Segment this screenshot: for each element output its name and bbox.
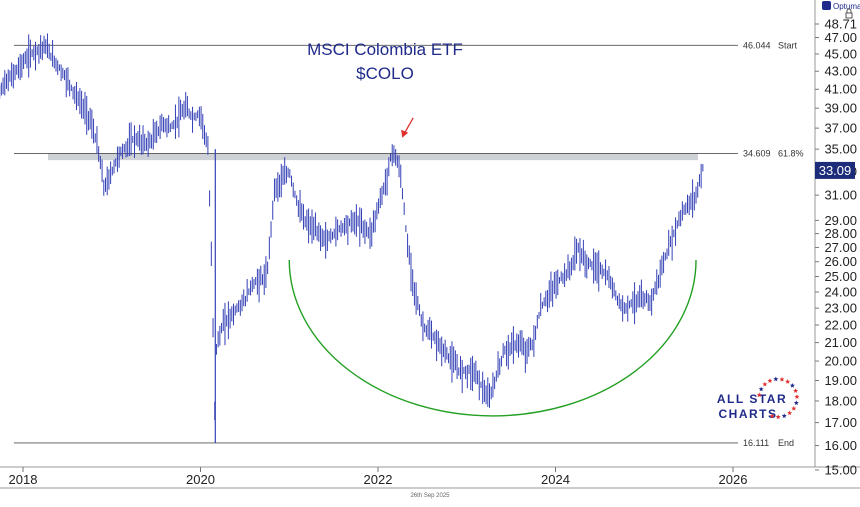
chart-subtitle: $COLO [356, 64, 414, 83]
star-ring-icon [756, 376, 800, 420]
logo-star-icon [793, 400, 799, 406]
last-price-label: 33.09 [819, 163, 852, 178]
y-tick-label: 15.00 [824, 463, 857, 478]
logo-line1: ALL STAR [717, 392, 787, 406]
logo-star-icon [756, 392, 762, 398]
y-tick-label: 45.00 [824, 46, 857, 61]
resistance-zone [48, 153, 698, 161]
logo-star-icon [787, 410, 793, 416]
y-tick-label: 43.00 [824, 64, 857, 79]
level-tag-label: 61.8% [778, 148, 804, 158]
y-tick-label: 26.00 [824, 254, 857, 269]
logo-star-icon [779, 376, 785, 382]
level-price-label: 16.111 [743, 438, 769, 448]
logo-star-icon [785, 379, 791, 384]
logo-line2: CHARTS [719, 407, 778, 421]
annotation-layer [288, 117, 697, 417]
last-price-badge [815, 161, 855, 179]
logo-star-icon [781, 413, 787, 419]
y-tick-label: 25.00 [824, 269, 857, 284]
y-tick-layer: 15.00 16.00 17.00 18.00 19.00 20.00 21.00 22.00… [815, 17, 857, 478]
level-price-label: 46.044 [743, 40, 771, 50]
logo-star-icon [758, 386, 764, 392]
y-tick-label: 29.00 [824, 213, 857, 228]
resistance-zone-layer [48, 153, 698, 161]
red-arrow-head [401, 129, 409, 138]
x-tick-label: 2018 [9, 472, 38, 487]
all-star-charts-logo: ALL STAR CHARTS [717, 376, 800, 421]
y-tick-label: 28.00 [824, 226, 857, 241]
x-tick-layer: 2018 2020 2022 2024 2026 [9, 467, 748, 487]
logo-star-icon [789, 382, 795, 388]
y-tick-label: 22.00 [824, 317, 857, 332]
optuma-logo-icon [822, 1, 831, 10]
y-tick-label: 20.00 [824, 354, 857, 369]
y-tick-label: 37.00 [824, 121, 857, 136]
price-bars-layer [0, 33, 704, 443]
y-tick-label: 23.00 [824, 301, 857, 316]
x-tick-label: 2024 [541, 472, 570, 487]
logo-star-icon [767, 378, 773, 383]
logo-star-icon [794, 394, 800, 399]
lock-icon [845, 12, 853, 19]
vendor-badge: Optuma [833, 2, 860, 11]
y-tick-label: 27.00 [824, 240, 857, 255]
level-tag-label: End [778, 438, 794, 448]
logo-star-icon [791, 405, 797, 411]
y-tick-label: 39.00 [824, 101, 857, 116]
y-tick-label: 17.00 [824, 415, 857, 430]
y-tick-label: 18.00 [824, 393, 857, 408]
x-tick-label: 2022 [364, 472, 393, 487]
y-tick-label: 21.00 [824, 335, 857, 350]
y-tick-label: 47.00 [824, 30, 857, 45]
chart-title: MSCI Colombia ETF [307, 40, 463, 59]
logo-star-icon [769, 413, 775, 419]
level-price-label: 34.609 [743, 148, 771, 158]
lock-shackle [846, 8, 852, 13]
y-tick-label: 16.00 [824, 438, 857, 453]
level-lines-layer: 46.044 Start 34.609 61.8% 16.111 End [14, 40, 804, 448]
logo-star-icon [762, 381, 768, 387]
y-tick-label: 19.00 [824, 373, 857, 388]
y-tick-label: 35.00 [824, 142, 857, 157]
logo-star-icon [773, 376, 779, 382]
y-tick-label: 24.00 [824, 285, 857, 300]
footer-date: 26th Sep 2025 [410, 493, 450, 499]
x-tick-label: 2026 [719, 472, 748, 487]
y-tick-label: 31.00 [824, 188, 857, 203]
logo-star-icon [793, 388, 799, 393]
logo-star-icon [775, 414, 781, 420]
x-tick-label: 2020 [186, 472, 215, 487]
red-arrow-shaft [403, 117, 414, 135]
y-tick-label: 48.71 [824, 17, 857, 32]
rounding-bottom-arc [288, 259, 697, 417]
y-tick-label: 41.00 [824, 82, 857, 97]
level-tag-label: Start [778, 40, 798, 50]
